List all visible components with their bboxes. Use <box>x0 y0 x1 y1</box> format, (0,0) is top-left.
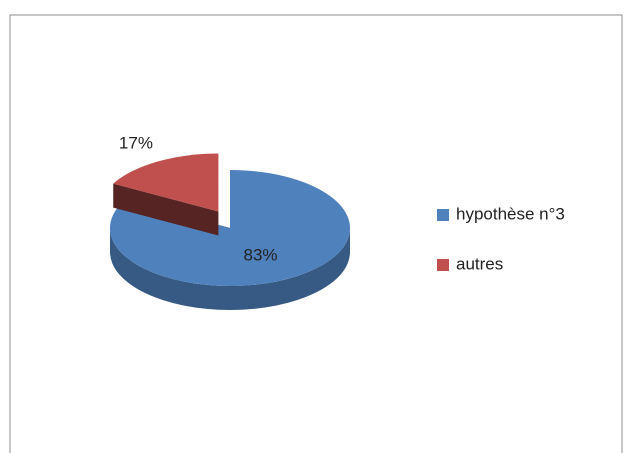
legend-label: autres <box>456 254 503 273</box>
pie-side <box>110 228 350 310</box>
pie-cut-face <box>113 183 219 236</box>
legend-swatch <box>437 259 449 271</box>
legend-label: hypothèse n°3 <box>456 204 565 223</box>
legend-swatch <box>437 209 449 221</box>
pie-slice <box>113 153 219 212</box>
data-label: 17% <box>119 134 153 153</box>
data-label: 83% <box>244 245 278 264</box>
pie-slice <box>110 170 350 286</box>
